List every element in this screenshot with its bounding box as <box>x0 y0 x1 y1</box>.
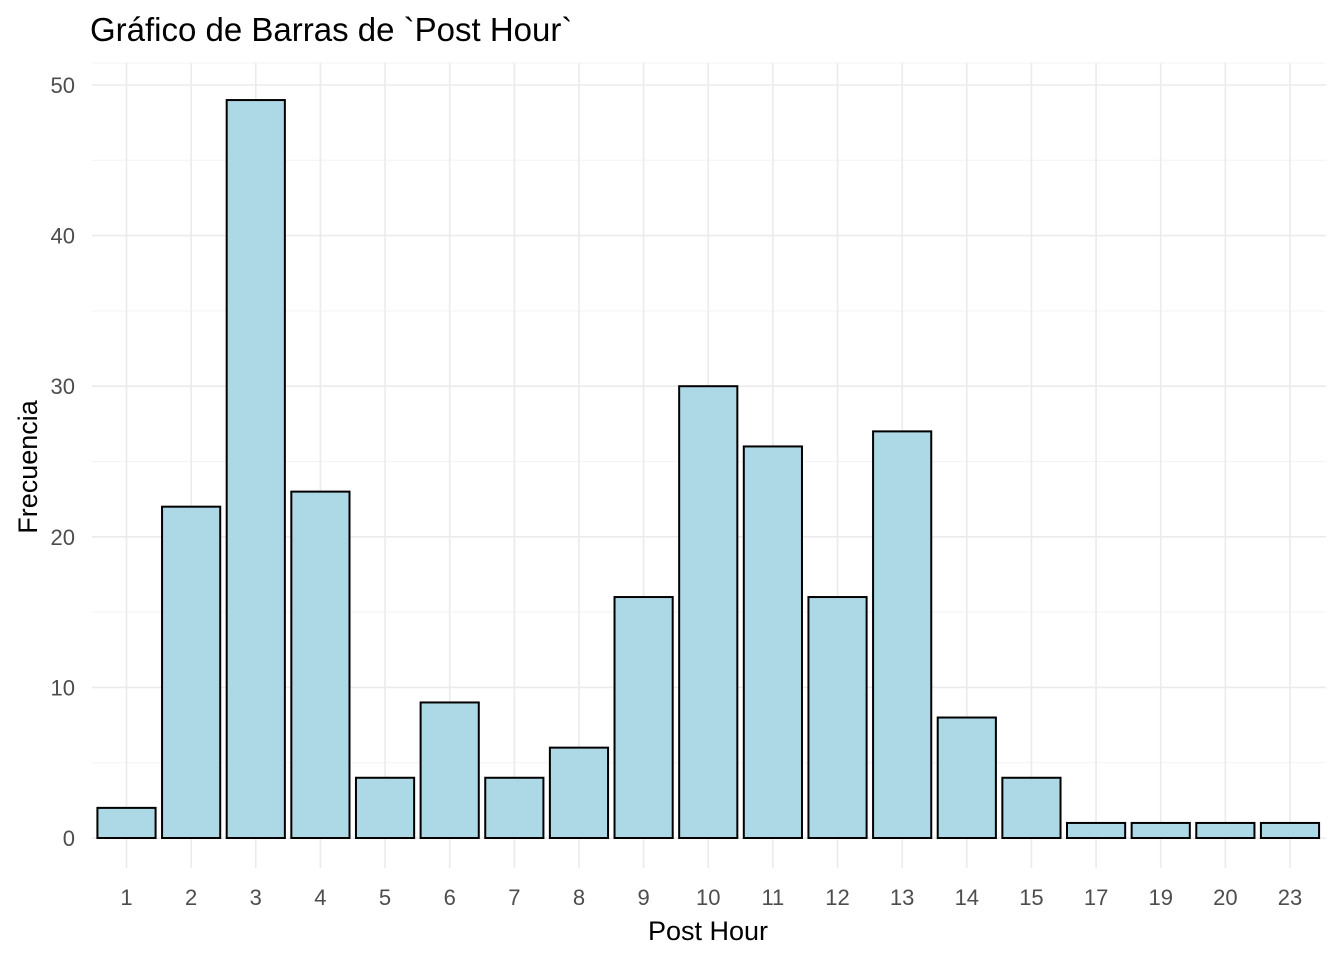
x-tick-label: 2 <box>185 885 197 910</box>
y-axis-title: Frecuencia <box>13 399 43 534</box>
bars <box>96 99 1321 840</box>
x-tick-label: 15 <box>1019 885 1043 910</box>
x-tick-label: 11 <box>761 885 784 910</box>
bar-11 <box>742 445 803 839</box>
y-tick-label: 40 <box>51 224 75 249</box>
bar-7 <box>484 776 545 840</box>
bar-19 <box>1130 821 1191 840</box>
x-tick-label: 23 <box>1278 885 1302 910</box>
bar-14 <box>936 716 997 840</box>
x-tick-label: 8 <box>573 885 585 910</box>
y-tick-label: 10 <box>51 675 75 700</box>
bar-20 <box>1195 821 1256 840</box>
x-tick-label: 1 <box>120 885 132 910</box>
bar-17 <box>1065 821 1127 840</box>
y-tick-label: 0 <box>63 826 75 851</box>
bar-5 <box>354 776 416 840</box>
bar-10 <box>678 385 739 839</box>
x-tick-label: 12 <box>825 885 849 910</box>
bar-13 <box>872 430 933 839</box>
chart-title: Gráfico de Barras de `Post Hour` <box>90 11 572 48</box>
bar-23 <box>1259 821 1321 840</box>
x-axis-ticks: 1 2 3 4 5 6 7 8 9 10 11 12 13 14 15 17 19 20 23 <box>120 885 1302 910</box>
y-axis-ticks: 0 10 20 30 40 50 <box>51 73 75 851</box>
bar-8 <box>548 746 610 840</box>
bar-3 <box>225 99 286 839</box>
x-tick-label: 17 <box>1084 885 1108 910</box>
x-tick-label: 14 <box>955 885 979 910</box>
x-tick-label: 7 <box>508 885 520 910</box>
bar-6 <box>419 701 480 840</box>
bar-9 <box>613 596 674 839</box>
x-tick-label: 20 <box>1213 885 1237 910</box>
x-tick-label: 19 <box>1148 885 1172 910</box>
x-tick-label: 9 <box>637 885 649 910</box>
x-tick-label: 13 <box>890 885 914 910</box>
x-tick-label: 4 <box>314 885 326 910</box>
y-tick-label: 50 <box>51 73 75 98</box>
bar-1 <box>96 806 157 840</box>
x-tick-label: 10 <box>696 885 720 910</box>
bar-2 <box>161 505 222 839</box>
x-axis-title: Post Hour <box>648 916 768 946</box>
x-tick-label: 3 <box>250 885 262 910</box>
x-tick-label: 5 <box>379 885 391 910</box>
bar-4 <box>290 490 351 839</box>
bar-12 <box>807 596 868 839</box>
y-tick-label: 30 <box>51 374 75 399</box>
bar-15 <box>1001 776 1062 840</box>
x-tick-label: 6 <box>444 885 456 910</box>
y-tick-label: 20 <box>51 525 75 550</box>
